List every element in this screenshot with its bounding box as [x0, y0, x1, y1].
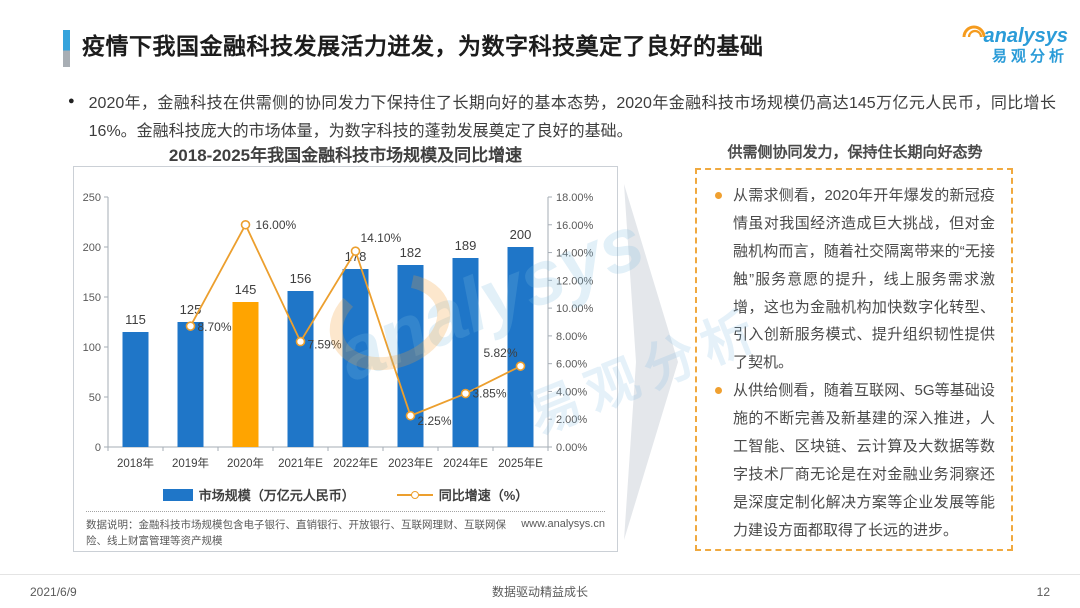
logo-swirl-icon — [957, 14, 991, 46]
logo-brand-cn: 易观分析 — [991, 48, 1068, 65]
svg-text:2024年E: 2024年E — [443, 456, 488, 470]
source-url[interactable]: www.analysys.cn — [521, 518, 605, 530]
svg-text:2025年E: 2025年E — [498, 456, 543, 470]
svg-text:125: 125 — [180, 302, 202, 317]
line-marker-2019年 — [185, 321, 196, 331]
bar-2022年E — [342, 269, 369, 447]
svg-text:2.25%: 2.25% — [418, 414, 452, 428]
svg-text:50: 50 — [89, 392, 101, 404]
svg-text:8.00%: 8.00% — [556, 331, 587, 343]
svg-text:182: 182 — [400, 245, 422, 260]
svg-text:8.70%: 8.70% — [198, 320, 232, 334]
legend-line-swatch — [396, 490, 433, 499]
page-title: 疫情下我国金融科技发展活力迸发，为数字科技奠定了良好的基础 — [82, 33, 764, 59]
bar-2021年E — [287, 291, 314, 447]
line-marker-2024年E — [460, 388, 471, 399]
logo-brand-text: analysys — [983, 25, 1068, 47]
legend-line-label: 同比增速（%） — [438, 488, 529, 503]
svg-text:250: 250 — [83, 192, 101, 204]
svg-text:2020年: 2020年 — [227, 456, 264, 470]
analysys-logo: analysys 易观分析 — [957, 14, 1068, 64]
svg-text:7.59%: 7.59% — [308, 338, 342, 352]
insight-list: 从需求侧看，2020年开年爆发的新冠疫情虽对我国经济造成巨大挑战，但对金融机构而… — [713, 182, 995, 545]
line-marker-2023年E — [405, 410, 416, 421]
growth-line: 8.70% 16.00% 7.59% 14.10% 2.25% 3.85% 5.82% — [185, 218, 526, 428]
svg-text:0: 0 — [95, 442, 101, 454]
line-marker-2025年E — [515, 361, 526, 371]
svg-text:18.00%: 18.00% — [556, 192, 594, 204]
svg-text:2022年E: 2022年E — [333, 456, 378, 470]
orange-bullet-icon — [715, 387, 722, 395]
axes: 0 50 100 150 200 250 0.00% 2.00% 4.00% 6.00% 8.00%… — [83, 192, 594, 470]
footer: 2021/6/9 数据驱动精益成长 12 — [0, 574, 1080, 608]
svg-text:100: 100 — [83, 342, 101, 354]
line-marker-2020年 — [240, 219, 251, 230]
svg-text:16.00%: 16.00% — [556, 220, 594, 232]
chart-container: 0 50 100 150 200 250 0.00% 2.00% 4.00% 6.00% 8.00%… — [73, 166, 618, 552]
line-marker-2021年E — [295, 336, 306, 347]
svg-text:145: 145 — [235, 282, 257, 297]
svg-text:2018年: 2018年 — [117, 456, 154, 470]
svg-text:14.10%: 14.10% — [361, 231, 402, 245]
bar-2019年 — [177, 322, 204, 447]
chart-title: 2018-2025年我国金融科技市场规模及同比增速 — [168, 146, 523, 165]
line-marker-2022年E — [350, 246, 361, 256]
svg-text:200: 200 — [83, 242, 101, 254]
bar-2025年E — [507, 247, 534, 447]
legend-item-growth: 同比增速（%） — [396, 485, 529, 504]
svg-text:189: 189 — [455, 238, 477, 253]
svg-text:4.00%: 4.00% — [556, 386, 587, 398]
bar-2018年 — [122, 332, 149, 447]
svg-text:150: 150 — [83, 292, 101, 304]
svg-text:16.00%: 16.00% — [256, 218, 297, 232]
title-accent-bar — [63, 30, 70, 67]
bar-2020年 — [232, 302, 259, 447]
chart-legend: 市场规模（万亿元人民币） 同比增速（%） — [74, 485, 617, 504]
footer-page-number: 12 — [1036, 584, 1050, 599]
legend-bar-label: 市场规模（万亿元人民币） — [198, 488, 355, 503]
legend-item-market-size: 市场规模（万亿元人民币） — [162, 485, 355, 504]
insight-item-supply: 从供给侧看，随着互联网、5G等基础设施的不断完善及新基建的深入推进，人工智能、区… — [713, 377, 995, 544]
svg-text:2.00%: 2.00% — [556, 414, 587, 426]
intro-text: 2020年，金融科技在供需侧的协同发力下保持住了长期向好的基本态势，2020年金… — [88, 95, 1056, 140]
market-chart-svg: 0 50 100 150 200 250 0.00% 2.00% 4.00% 6.00% 8.00%… — [83, 192, 594, 470]
chart-note-area: 数据说明：金融科技市场规模包含电子银行、直销银行、开放银行、互联网理财、互联网保… — [86, 511, 605, 550]
transition-arrow-icon — [624, 184, 678, 540]
insight-panel: 从需求侧看，2020年开年爆发的新冠疫情虽对我国经济造成巨大挑战，但对金融机构而… — [695, 168, 1013, 551]
svg-text:6.00%: 6.00% — [556, 359, 587, 371]
svg-text:2023年E: 2023年E — [388, 456, 433, 470]
footer-slogan: 数据驱动精益成长 — [491, 585, 588, 599]
insight-item-demand: 从需求侧看，2020年开年爆发的新冠疫情虽对我国经济造成巨大挑战，但对金融机构而… — [713, 182, 995, 377]
svg-text:0.00%: 0.00% — [556, 442, 587, 454]
data-note: 数据说明：金融科技市场规模包含电子银行、直销银行、开放银行、互联网理财、互联网保… — [86, 519, 506, 547]
footer-date: 2021/6/9 — [30, 584, 77, 599]
orange-bullet-icon — [715, 192, 722, 199]
svg-text:2021年E: 2021年E — [278, 456, 323, 470]
svg-text:200: 200 — [510, 227, 532, 242]
bar-2024年E — [452, 258, 479, 447]
svg-text:5.82%: 5.82% — [484, 346, 518, 360]
svg-text:156: 156 — [290, 271, 312, 286]
insight-panel-title: 供需侧协同发力，保持住长期向好态势 — [727, 144, 983, 161]
svg-text:14.00%: 14.00% — [556, 248, 594, 260]
svg-text:3.85%: 3.85% — [473, 387, 507, 401]
svg-text:10.00%: 10.00% — [556, 303, 594, 315]
bullet-dot-icon: ● — [68, 95, 75, 107]
svg-text:115: 115 — [125, 312, 146, 327]
insight-item-text: 从需求侧看，2020年开年爆发的新冠疫情虽对我国经济造成巨大挑战，但对金融机构而… — [733, 187, 995, 372]
legend-bar-swatch — [162, 488, 193, 501]
svg-text:2019年: 2019年 — [172, 456, 209, 470]
svg-text:12.00%: 12.00% — [556, 275, 594, 287]
intro-bullet: ● 2020年，金融科技在供需侧的协同发力下保持住了长期向好的基本态势，2020… — [68, 90, 1056, 145]
insight-item-text: 从供给侧看，随着互联网、5G等基础设施的不断完善及新基建的深入推进，人工智能、区… — [733, 382, 995, 539]
